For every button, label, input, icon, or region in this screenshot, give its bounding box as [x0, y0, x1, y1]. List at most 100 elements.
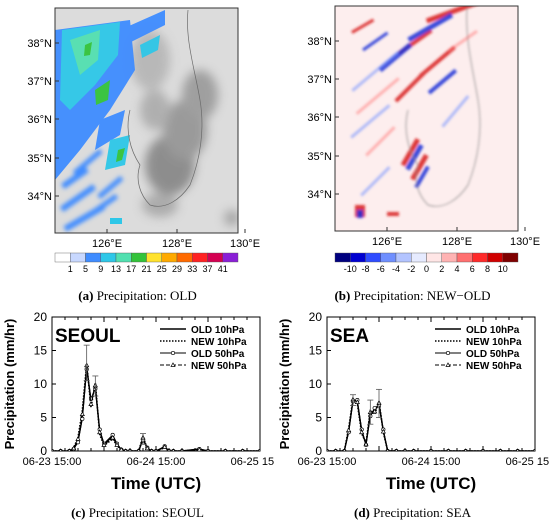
c-series-3-point: [128, 448, 132, 451]
a-colorbar-swatch: [146, 252, 162, 263]
a-colorbar-label: 33: [187, 264, 197, 274]
a-colorbar-label: 5: [83, 264, 88, 274]
caption-d: (d) Precipitation: SEA: [275, 505, 550, 521]
c-series-3-point: [144, 445, 150, 451]
d-series-3-point: [394, 448, 398, 451]
d-ytick-label: 0: [315, 444, 322, 458]
d-legend-label: NEW 10hPa: [466, 337, 522, 348]
d-station-label: SEA: [330, 326, 369, 347]
panel-c-chart: 0 5 10 15 20 06-23 15:00 06-24 15:00 06-25 15:0…: [0, 305, 289, 527]
d-ytick-label: 15: [309, 344, 323, 358]
c-legend-label: OLD 50hPa: [191, 349, 245, 360]
a-colorbar-swatch: [70, 252, 86, 263]
b-colorbar-label: 8: [485, 264, 490, 274]
c-legend-label: NEW 50hPa: [191, 361, 247, 372]
a-colorbar-swatch: [192, 252, 208, 263]
a-colorbar-swatch: [161, 252, 178, 263]
c-legend-marker: [170, 362, 176, 367]
a-ytick-label: 37°N: [27, 76, 52, 88]
c-series-3-point: [119, 446, 124, 451]
d-series-3-point: [481, 448, 485, 451]
map-a-frame: [54, 7, 239, 234]
c-series-3-point: [150, 448, 154, 451]
c-ylabel: Precipitation (mm/hr): [2, 319, 17, 450]
a-colorbar-label: 29: [172, 264, 182, 274]
d-series-3-point: [498, 448, 502, 451]
d-series-3-point: [412, 448, 416, 451]
b-colorbar-swatch: [380, 252, 397, 263]
c-series-3-point: [88, 401, 94, 406]
a-colorbar-swatch: [115, 252, 132, 263]
b-colorbar-swatch: [441, 252, 458, 263]
map-a-colorbar: 1 5 9 13 17 21 25 29 33 37 41: [54, 252, 239, 274]
d-series-3-point: [346, 427, 352, 433]
panel-d-chart: 0 5 10 15 20 06-23 15:00 06-24 15:00 06-25 15:0…: [275, 305, 550, 527]
a-colorbar-label: 41: [218, 264, 228, 274]
b-colorbar-label: 4: [454, 264, 459, 274]
a-ytick-label: 34°N: [27, 191, 52, 203]
c-ytick-label: 20: [34, 310, 48, 324]
c-series-3-point: [79, 411, 85, 416]
a-xtick-label: 130°E: [230, 238, 260, 250]
a-colorbar-label: 1: [68, 264, 73, 274]
b-xtick-label: 126°E: [372, 236, 402, 248]
a-colorbar-label: 9: [98, 264, 103, 274]
b-colorbar-swatch: [365, 252, 381, 263]
caption-c-letter: (c): [71, 505, 86, 520]
b-colorbar-swatch: [334, 252, 351, 263]
coastline-a: [127, 9, 203, 207]
caption-c: (c) Precipitation: SEOUL: [0, 505, 275, 521]
a-ytick-label: 35°N: [27, 153, 52, 165]
a-colorbar-label: 13: [111, 264, 121, 274]
b-colorbar-label: 0: [424, 264, 429, 274]
d-series-3-point: [327, 448, 329, 451]
b-colorbar-swatch: [487, 252, 503, 263]
c-series-3-point: [67, 448, 71, 451]
d-series-3-point: [363, 441, 369, 447]
a-xtick-label: 128°E: [162, 238, 192, 250]
a-ytick-label: 38°N: [27, 38, 52, 50]
b-colorbar-label: 10: [498, 264, 508, 274]
panel-c-svg: 0 5 10 15 20 06-23 15:00 06-24 15:00 06-25 15:0…: [2, 310, 289, 493]
c-series-3-point: [167, 448, 171, 451]
map-a-field: [55, 9, 238, 232]
b-ytick-label: 35°N: [307, 151, 332, 163]
map-b-x-axis: 126°E 128°E 130°E: [372, 227, 540, 248]
b-colorbar-label: -4: [392, 264, 400, 274]
coastline-b: [405, 7, 481, 207]
map-b-field: [350, 6, 481, 218]
c-series-3-point: [180, 448, 184, 451]
a-colorbar-swatch: [207, 252, 223, 263]
d-series-3-point: [429, 448, 433, 451]
a-colorbar-label: 37: [202, 264, 212, 274]
b-colorbar-label: -2: [407, 264, 415, 274]
a-colorbar-swatch: [85, 252, 101, 263]
map-b-y-axis: 38°N 37°N 36°N 35°N 34°N: [307, 36, 339, 201]
c-series-3-point: [101, 442, 107, 447]
b-colorbar-swatch: [350, 252, 366, 263]
caption-d-letter: (d): [354, 505, 370, 520]
d-legend-label: NEW 50hPa: [466, 361, 522, 372]
d-series-group: [327, 396, 535, 451]
d-xtick-label: 06-25 15:00: [506, 456, 550, 468]
a-colorbar-swatch: [54, 252, 71, 263]
c-series-3-point: [223, 448, 227, 451]
c-series-3-point: [110, 434, 116, 440]
caption-d-text: Precipitation: SEA: [373, 505, 471, 520]
d-series-3-point: [403, 448, 407, 451]
caption-a-letter: (a): [78, 288, 94, 303]
c-xtick-label: 06-24 15:00: [127, 456, 186, 468]
caption-b-text: Precipitation: NEW−OLD: [353, 288, 491, 303]
d-series-3-point: [342, 448, 346, 451]
map-a-x-axis: 126°E 128°E 130°E: [92, 229, 260, 250]
b-colorbar-swatch: [456, 252, 473, 263]
d-legend-marker: [445, 350, 451, 356]
map-b-background: [335, 6, 518, 231]
b-colorbar-swatch: [395, 252, 412, 263]
c-series-3-line: [52, 365, 260, 451]
c-ytick-label: 0: [40, 444, 47, 458]
c-series-3-point: [154, 448, 158, 451]
c-series-3-point: [75, 436, 81, 441]
c-ytick-label: 5: [40, 411, 47, 425]
a-colorbar-swatch: [176, 252, 193, 263]
